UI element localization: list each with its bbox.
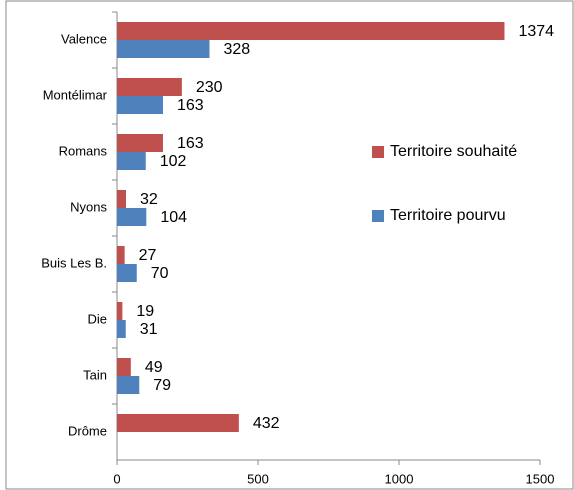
- data-label: 104: [160, 209, 187, 226]
- y-tick-label: Montélimar: [43, 87, 108, 102]
- x-tick-label: 1000: [385, 471, 414, 486]
- bar: [117, 78, 182, 96]
- bar: [117, 376, 140, 394]
- data-label: 31: [140, 321, 158, 338]
- y-tick-label: Tain: [83, 367, 107, 382]
- x-tick-label: 500: [247, 471, 269, 486]
- bar: [117, 40, 210, 58]
- bar: [117, 320, 126, 338]
- data-label: 79: [153, 377, 171, 394]
- legend-swatch: [372, 146, 384, 158]
- y-tick-label: Romans: [59, 143, 108, 158]
- data-label: 102: [160, 153, 187, 170]
- legend-label: Territoire souhaité: [390, 143, 517, 160]
- bar: [117, 358, 131, 376]
- bar: [117, 134, 163, 152]
- legend-swatch: [372, 210, 384, 222]
- bar: [117, 264, 137, 282]
- data-label: 328: [223, 41, 250, 58]
- data-label: 19: [136, 303, 154, 320]
- y-tick-label: Buis Les B.: [41, 255, 107, 270]
- bar: [117, 22, 505, 40]
- data-label: 1374: [518, 23, 554, 40]
- y-tick-label: Nyons: [70, 199, 107, 214]
- bar: [117, 302, 123, 320]
- bar: [117, 152, 146, 170]
- x-tick-label: 1500: [526, 471, 555, 486]
- data-label: 49: [145, 359, 163, 376]
- data-label: 70: [151, 265, 169, 282]
- chart-frame: [5, 0, 574, 490]
- data-label: 32: [140, 191, 158, 208]
- bar: [117, 414, 239, 432]
- y-tick-label: Drôme: [68, 423, 107, 438]
- data-label: 230: [196, 79, 223, 96]
- bar: [117, 190, 127, 208]
- data-label: 163: [177, 97, 204, 114]
- legend-label: Territoire pourvu: [390, 207, 506, 224]
- data-label: 432: [253, 415, 280, 432]
- data-label: 27: [139, 247, 157, 264]
- y-tick-label: Die: [87, 311, 107, 326]
- data-label: 163: [177, 135, 204, 152]
- bar: [117, 208, 147, 226]
- bar: [117, 246, 125, 264]
- bar: [117, 96, 163, 114]
- y-tick-label: Valence: [61, 31, 107, 46]
- x-tick-label: 0: [113, 471, 120, 486]
